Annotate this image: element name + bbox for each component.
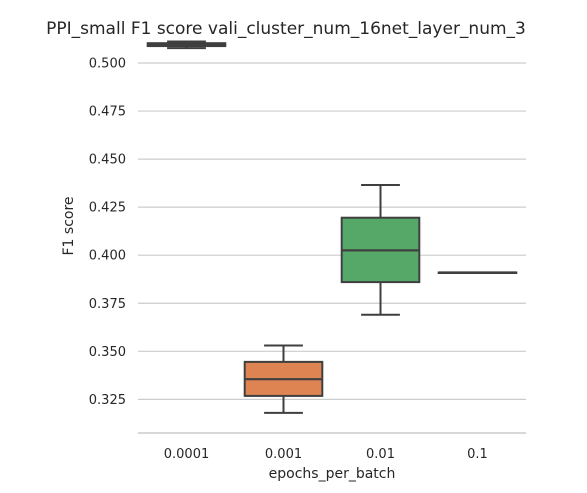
chart-title: PPI_small F1 score vali_cluster_num_16ne… — [46, 19, 526, 39]
y-tick-label: 0.375 — [89, 297, 126, 312]
x-tick-labels: 0.0001 0.001 0.01 0.1 — [164, 447, 488, 462]
boxes — [146, 40, 518, 414]
box-0.0001 — [146, 40, 227, 50]
y-tick-label: 0.325 — [89, 393, 126, 408]
box-0.1 — [437, 271, 518, 275]
y-tick-label: 0.400 — [89, 249, 126, 264]
y-tick-label: 0.425 — [89, 201, 126, 216]
y-axis-label: F1 score — [61, 196, 77, 255]
box-0.01 — [340, 184, 421, 316]
x-tick-label: 0.1 — [467, 447, 488, 462]
y-tick-label: 0.450 — [89, 153, 126, 168]
y-tick-label: 0.475 — [89, 105, 126, 120]
x-tick-label: 0.0001 — [164, 447, 210, 462]
gridlines — [138, 62, 526, 400]
y-tick-label: 0.350 — [89, 345, 126, 360]
box-0.001 — [243, 344, 324, 414]
x-axis-label: epochs_per_batch — [269, 466, 396, 482]
y-tick-labels: 0.325 0.350 0.375 0.400 0.425 0.450 0.475 0.500 — [89, 56, 126, 407]
y-tick-label: 0.500 — [89, 56, 126, 71]
x-tick-label: 0.001 — [265, 447, 302, 462]
x-tick-label: 0.01 — [366, 447, 395, 462]
